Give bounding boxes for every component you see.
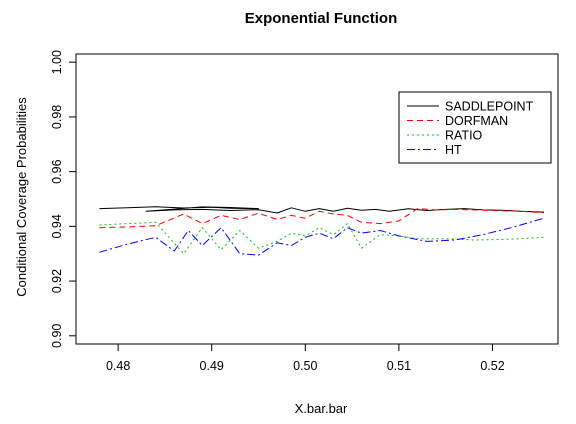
y-tick-label: 0.96 [50,159,64,183]
x-tick-label: 0.48 [106,359,130,373]
y-axis-label: Conditional Coverage Probabilities [14,97,29,297]
y-axis: 0.90 0.92 0.94 0.96 0.98 1.00 [50,50,77,348]
legend-label-ratio: RATIO [445,129,483,143]
x-tick-label: 0.50 [293,359,317,373]
series-line-ht [99,217,545,256]
chart-title: Exponential Function [245,10,398,27]
x-tick-label: 0.49 [200,359,224,373]
x-tick-label: 0.52 [480,359,504,373]
legend-label-saddlepoint: SADDLEPOINT [445,100,534,114]
y-tick-label: 0.92 [50,269,64,293]
y-tick-label: 0.94 [50,214,64,238]
legend-box [398,91,552,164]
x-tick-label: 0.51 [387,359,411,373]
series-layer [99,206,545,256]
x-axis: 0.48 0.49 0.50 0.51 0.52 [106,343,517,373]
x-axis-label: X.bar.bar [295,401,348,416]
legend-label-ht: HT [445,143,462,157]
series-line-dorfman [99,208,545,229]
legend-label-dorfman: DORFMAN [445,114,508,128]
y-tick-label: 0.98 [50,105,64,129]
y-tick-label: 1.00 [50,50,64,74]
y-tick-label: 0.90 [50,324,64,348]
